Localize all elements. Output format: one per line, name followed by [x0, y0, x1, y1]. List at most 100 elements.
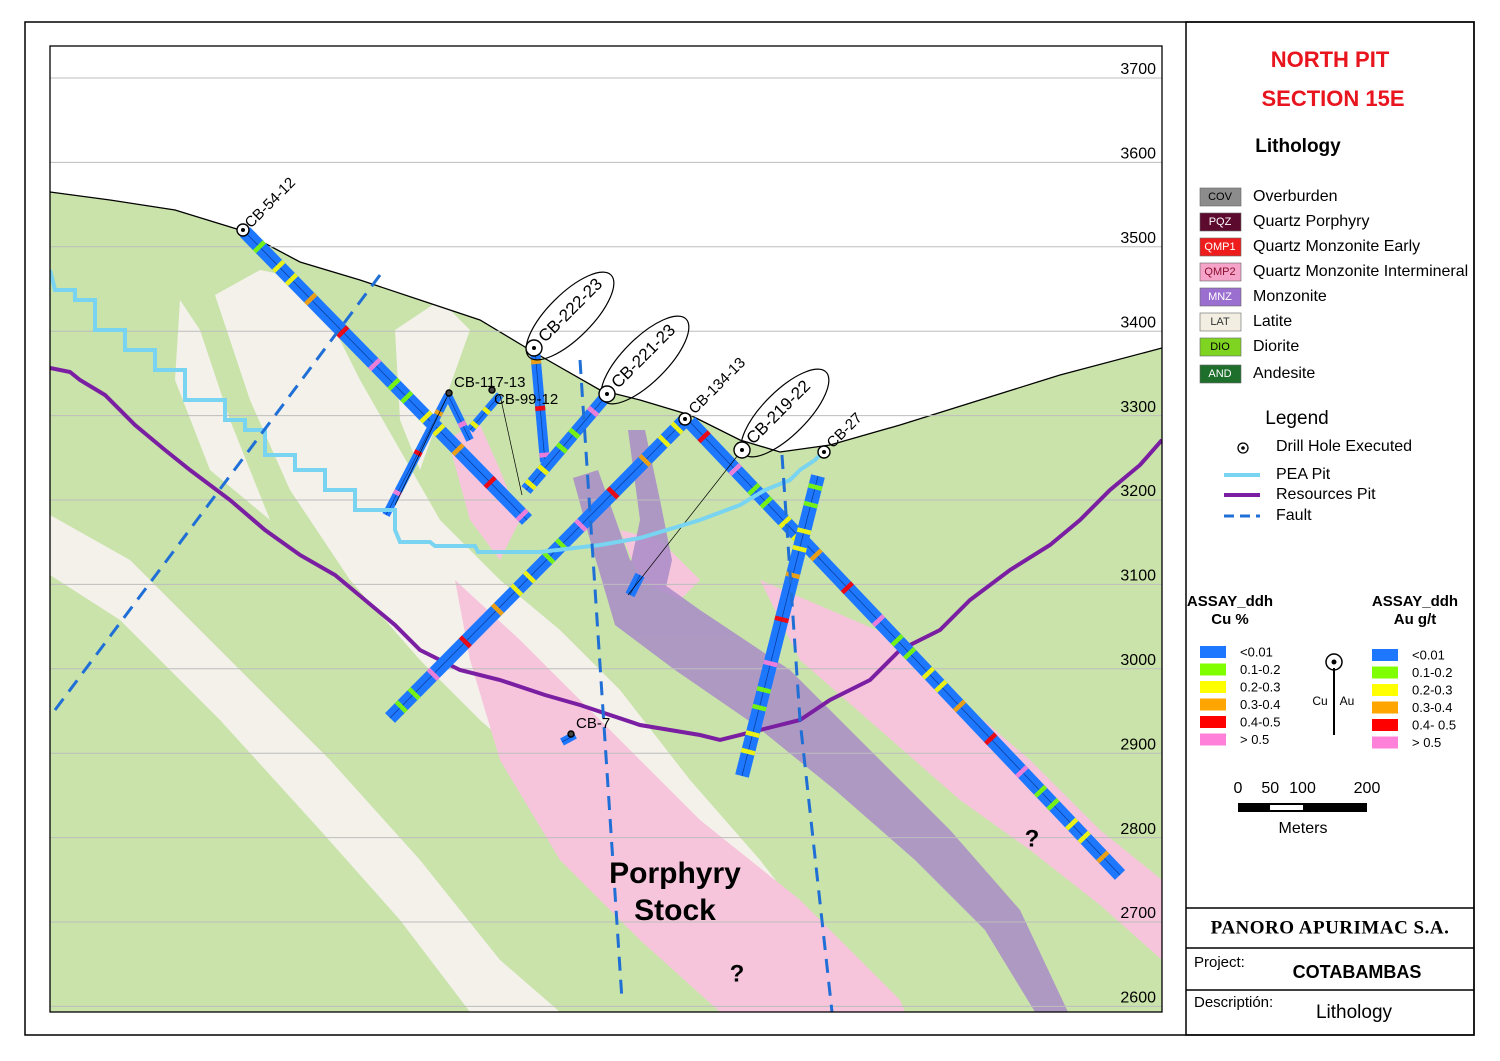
elevation-label: 3100 [1120, 568, 1156, 585]
lithology-legend: COV Overburden PQZ Quartz Porphyry QMP1 Quart… [1199, 187, 1468, 384]
annotation: Stock [634, 894, 716, 927]
collar-dot [740, 448, 744, 452]
assay-interval [481, 406, 492, 416]
assay-interval [469, 420, 480, 430]
lithology-swatch [1199, 312, 1242, 332]
sky [50, 46, 1162, 452]
assay-interval [272, 259, 286, 273]
lithology-swatch [1199, 187, 1242, 207]
symbol-label: Cu [1312, 694, 1327, 708]
assay-interval [407, 687, 421, 701]
assay-interval [419, 410, 433, 424]
elevation-label: 2800 [1120, 821, 1156, 838]
pea-pit [50, 269, 825, 554]
assay-interval [432, 423, 446, 437]
assay-label: 0.4- 0.5 [1412, 717, 1456, 732]
assay-interval [921, 666, 936, 680]
assay-interval [568, 427, 581, 440]
assay-interval [697, 430, 711, 444]
assay-title: ASSAY_ddh [1187, 593, 1273, 610]
lithology-code: QMP1 [1204, 241, 1235, 253]
assay-interval [871, 614, 886, 628]
assay-swatch [1200, 663, 1226, 676]
assay-interval [809, 548, 823, 562]
assay-symbol: Cu Au [1312, 653, 1354, 735]
drill-hole [625, 572, 645, 598]
assay-interval [400, 390, 414, 404]
assay-interval [638, 453, 652, 468]
project-label: Project: [1194, 954, 1245, 971]
scale-tick: 50 [1261, 780, 1279, 797]
assay-interval [434, 409, 444, 417]
hole-trace [447, 394, 471, 441]
assay-swatch [1372, 701, 1398, 714]
map-frame [49, 45, 1163, 1013]
drill-hole [735, 474, 825, 778]
assay-interval [554, 538, 569, 552]
drill-hole [239, 227, 533, 525]
assay-interval [457, 420, 467, 429]
assay-label: 0.1-0.2 [1412, 665, 1452, 680]
assay-interval [304, 292, 318, 306]
assay-interval [458, 635, 472, 649]
side-panel [1185, 21, 1475, 1036]
hole-label: CB-99-12 [494, 391, 558, 408]
hole-trace [629, 574, 641, 596]
assay-interval [574, 518, 588, 532]
lithology-code: MNZ [1208, 291, 1232, 303]
assay-label: 0.3-0.4 [1412, 700, 1452, 715]
assay-interval [515, 508, 529, 522]
assay-interval [451, 443, 465, 457]
assay-interval [745, 730, 760, 739]
assay-interval [284, 272, 299, 286]
project: COTABAMBAS [1293, 962, 1422, 982]
assay-interval [1096, 850, 1110, 864]
lithology-code: COV [1208, 191, 1233, 203]
collar [488, 386, 496, 394]
drill-hole [382, 393, 452, 517]
lithology-swatch [1199, 364, 1242, 384]
assay-interval [542, 551, 556, 565]
lithology-swatch [1199, 237, 1242, 257]
assay-interval [657, 434, 671, 448]
hole-trace [394, 394, 449, 506]
elevation-label: 3400 [1120, 314, 1156, 331]
collar-dot [605, 392, 609, 396]
assay-interval [524, 478, 537, 491]
lithology-name: Latite [1253, 313, 1292, 330]
lithology-name: Quartz Porphyry [1253, 213, 1369, 230]
assay-swatch [1200, 646, 1226, 658]
description-label: Descriptión: [1194, 994, 1273, 1011]
assay-interval [903, 646, 917, 660]
assay-interval [803, 500, 819, 509]
lithology-code: AND [1208, 368, 1231, 380]
drill-hole [530, 349, 550, 463]
assay-interval [1065, 817, 1079, 831]
collar [445, 389, 453, 397]
hole-label: CB-117-13 [454, 374, 525, 391]
assay-label: > 0.5 [1240, 732, 1269, 747]
assay-interval [336, 325, 350, 339]
elevation-label: 3600 [1120, 146, 1156, 163]
lithology-heading: Lithology [1255, 136, 1341, 157]
assay-interval [392, 489, 402, 497]
resources-pit [50, 366, 1162, 743]
elevation-label: 3000 [1120, 652, 1156, 669]
assay-swatch [1200, 733, 1226, 746]
collar-dot [241, 228, 245, 232]
legend-heading: Legend [1265, 408, 1328, 429]
lithology-swatch [1199, 262, 1242, 282]
elevation-label: 2600 [1120, 990, 1156, 1007]
assay-interval [490, 602, 504, 617]
scale-tick: 200 [1354, 780, 1381, 797]
title-block: PANORO APURIMAC S.A. Project: COTABAMBAS… [1186, 907, 1474, 1023]
assay-label: 0.2-0.3 [1412, 682, 1452, 697]
lithology-name: Andesite [1253, 365, 1315, 382]
assay-interval [778, 515, 792, 529]
elevation-labels: 3700 3600 3500 3400 3300 3200 3100 3000 2900 2800… [1120, 61, 1156, 1006]
assay-interval [952, 699, 967, 713]
assay-interval [670, 421, 684, 435]
assay-interval [413, 449, 423, 457]
